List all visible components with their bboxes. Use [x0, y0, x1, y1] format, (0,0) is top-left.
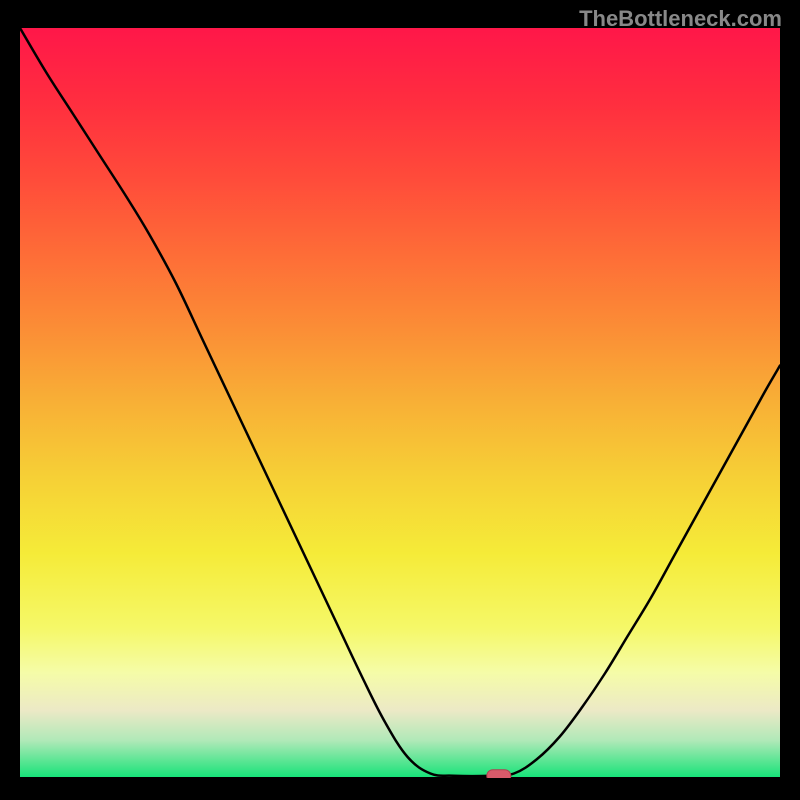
plot-area	[20, 28, 780, 778]
chart-container: TheBottleneck.com	[0, 0, 800, 800]
watermark-text: TheBottleneck.com	[579, 6, 782, 32]
bottleneck-chart	[20, 28, 780, 778]
